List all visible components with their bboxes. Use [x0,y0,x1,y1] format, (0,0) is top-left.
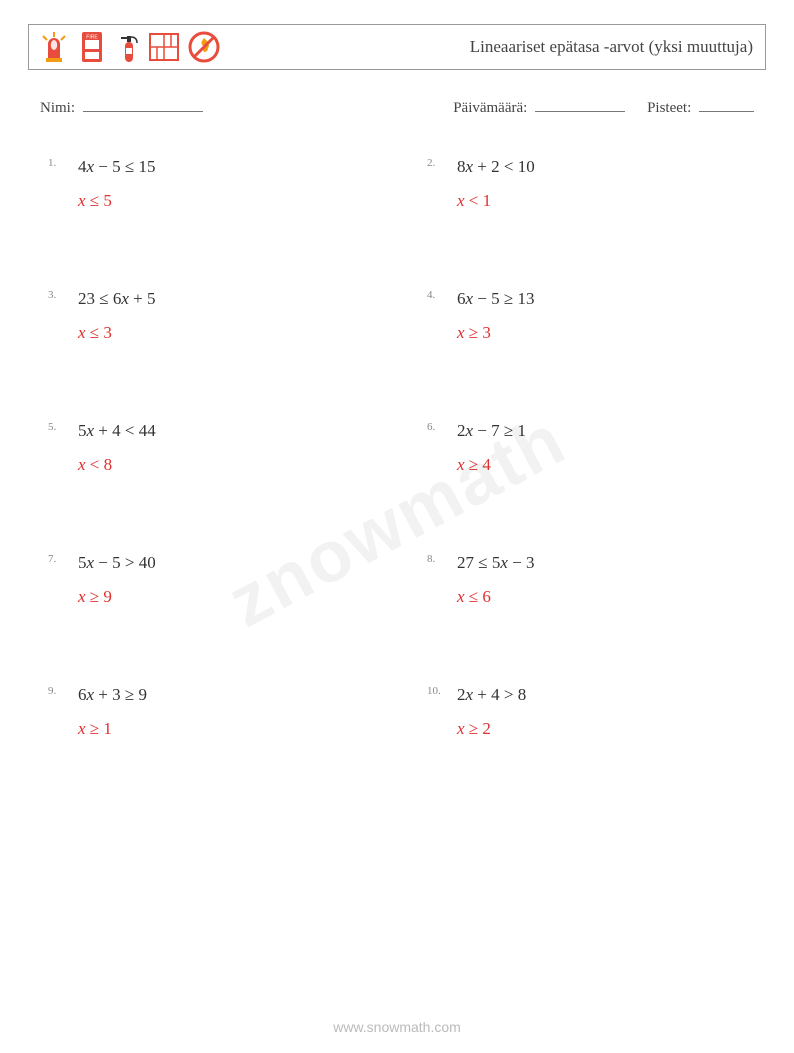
problem-number: 4. [427,289,435,301]
problem: 7. 5x − 5 > 40 x ≥ 9 [48,553,367,607]
problem: 5. 5x + 4 < 44 x < 8 [48,421,367,475]
score-field: Pisteet: [647,98,754,117]
problems-grid: 1. 4x − 5 ≤ 15 x ≤ 5 2. 8x + 2 < 10 x < 1 3. 23… [48,157,746,739]
problem: 2. 8x + 2 < 10 x < 1 [427,157,746,211]
problem-question: 5x − 5 > 40 [78,553,367,573]
problem-answer: x ≥ 3 [457,323,746,343]
score-label: Pisteet: [647,100,691,116]
problem-number: 3. [48,289,56,301]
problem-answer: x < 8 [78,455,367,475]
problem-question: 27 ≤ 5x − 3 [457,553,746,573]
problem-question: 2x − 7 ≥ 1 [457,421,746,441]
problem: 10. 2x + 4 > 8 x ≥ 2 [427,685,746,739]
alarm-light-icon [37,30,71,64]
problem-question: 2x + 4 > 8 [457,685,746,705]
worksheet-title: Lineaariset epätasa -arvot (yksi muuttuj… [470,37,753,57]
date-blank [535,98,625,112]
problem: 8. 27 ≤ 5x − 3 x ≤ 6 [427,553,746,607]
problem-answer: x ≥ 2 [457,719,746,739]
problem-question: 6x − 5 ≥ 13 [457,289,746,309]
problem-number: 1. [48,157,56,169]
no-fire-icon [187,30,221,64]
problem-number: 6. [427,421,435,433]
problem-answer: x ≥ 4 [457,455,746,475]
problem-answer: x ≤ 6 [457,587,746,607]
problem: 4. 6x − 5 ≥ 13 x ≥ 3 [427,289,746,343]
problem-number: 2. [427,157,435,169]
header-icon-row: FIRE [37,30,221,64]
problem-question: 6x + 3 ≥ 9 [78,685,367,705]
problem-number: 7. [48,553,56,565]
problem-question: 23 ≤ 6x + 5 [78,289,367,309]
problem: 6. 2x − 7 ≥ 1 x ≥ 4 [427,421,746,475]
problem-answer: x ≤ 5 [78,191,367,211]
problem-number: 10. [427,685,441,697]
problem-question: 5x + 4 < 44 [78,421,367,441]
problem-answer: x < 1 [457,191,746,211]
problem-answer: x ≥ 1 [78,719,367,739]
problem-question: 8x + 2 < 10 [457,157,746,177]
problem-number: 9. [48,685,56,697]
problem-answer: x ≤ 3 [78,323,367,343]
name-field: Nimi: [40,98,203,117]
fire-alarm-box-icon: FIRE [77,30,107,64]
svg-text:FIRE: FIRE [86,35,98,41]
name-label: Nimi: [40,100,75,116]
problem-number: 8. [427,553,435,565]
fire-extinguisher-icon [113,30,141,64]
problem: 9. 6x + 3 ≥ 9 x ≥ 1 [48,685,367,739]
date-label: Päivämäärä: [453,100,527,116]
worksheet-header: FIRE [28,24,766,70]
problem: 3. 23 ≤ 6x + 5 x ≤ 3 [48,289,367,343]
name-blank [83,98,203,112]
date-field: Päivämäärä: [453,98,625,117]
problem: 1. 4x − 5 ≤ 15 x ≤ 5 [48,157,367,211]
problem-question: 4x − 5 ≤ 15 [78,157,367,177]
meta-row: Nimi: Päivämäärä: Pisteet: [40,98,754,117]
problem-number: 5. [48,421,56,433]
score-blank [699,98,754,112]
footer-url: www.snowmath.com [0,1019,794,1035]
problem-answer: x ≥ 9 [78,587,367,607]
floor-plan-icon [147,30,181,64]
